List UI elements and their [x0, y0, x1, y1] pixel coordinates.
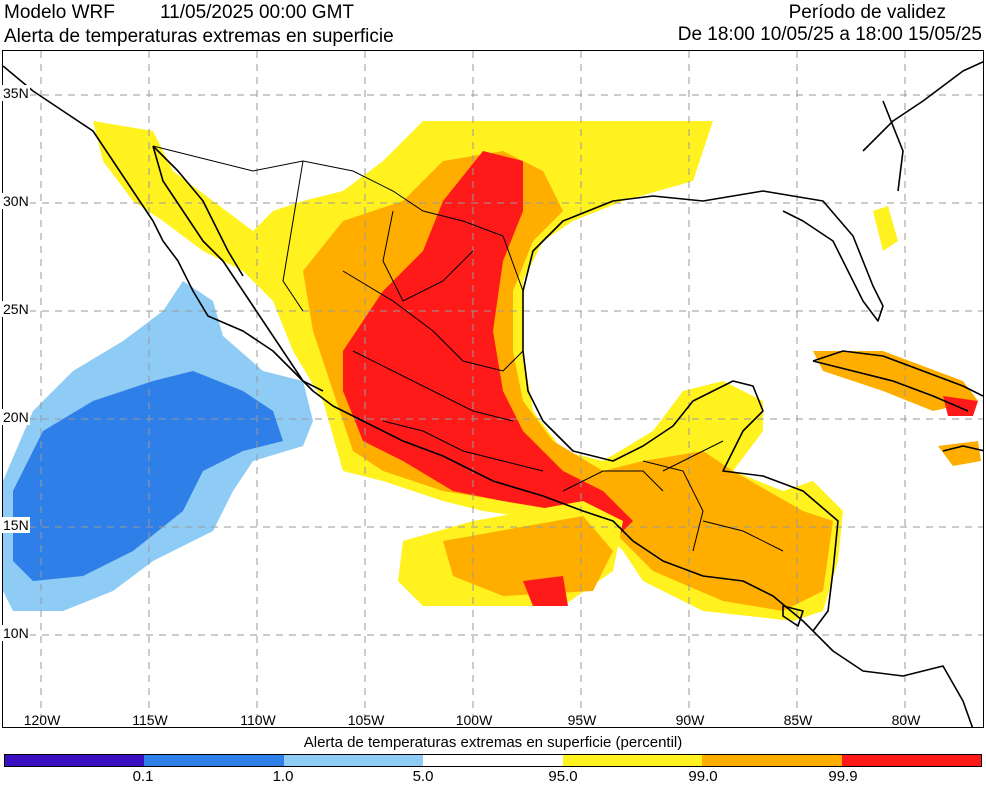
lon-label-90w: 90W [675, 712, 705, 728]
cold-anomaly-field [3, 281, 313, 611]
validity-range: De 18:00 10/05/25 a 18:00 15/05/25 [677, 24, 982, 45]
colorbar-segment [841, 755, 981, 766]
coastlines [3, 61, 983, 727]
lon-label-115w: 115W [132, 712, 168, 728]
lon-label-100w: 100W [455, 712, 493, 728]
lat-label-15n: 15N [2, 517, 30, 533]
colorbar [4, 754, 982, 767]
lat-label-20n: 20N [2, 409, 30, 425]
lat-label-30n: 30N [2, 193, 30, 209]
colorbar-tick: 0.1 [132, 768, 154, 785]
hot-anomaly-field [93, 121, 981, 621]
colorbar-segment [283, 755, 424, 766]
colorbar-title: Alerta de temperaturas extremas en super… [303, 734, 683, 751]
model-name: Modelo WRF [4, 2, 115, 23]
lat-label-25n: 25N [2, 301, 30, 317]
colorbar-segment [702, 755, 842, 766]
lon-label-85w: 85W [783, 712, 813, 728]
graticule [3, 51, 983, 727]
lon-label-95w: 95W [567, 712, 597, 728]
colorbar-tick: 1.0 [272, 768, 294, 785]
colorbar-tick: 99.0 [688, 768, 718, 785]
run-time: 11/05/2025 00:00 GMT [160, 2, 354, 23]
colorbar-tick: 5.0 [412, 768, 434, 785]
state-borders [152, 145, 784, 552]
colorbar-segment [423, 755, 563, 766]
lon-label-110w: 110W [240, 712, 276, 728]
map-panel [2, 50, 984, 728]
colorbar-tick: 99.9 [828, 768, 858, 785]
colorbar-segment [562, 755, 703, 766]
lon-label-80w: 80W [891, 712, 921, 728]
colorbar-segment [5, 755, 145, 766]
colorbar-tick: 95.0 [548, 768, 578, 785]
map-canvas [3, 51, 983, 727]
lat-label-35n: 35N [2, 85, 30, 101]
lon-label-120w: 120W [23, 712, 61, 728]
product-title: Alerta de temperaturas extremas en super… [4, 26, 394, 47]
lat-label-10n: 10N [2, 625, 30, 641]
colorbar-segment [144, 755, 284, 766]
lon-label-105w: 105W [347, 712, 385, 728]
validity-title: Período de validez [788, 2, 946, 23]
